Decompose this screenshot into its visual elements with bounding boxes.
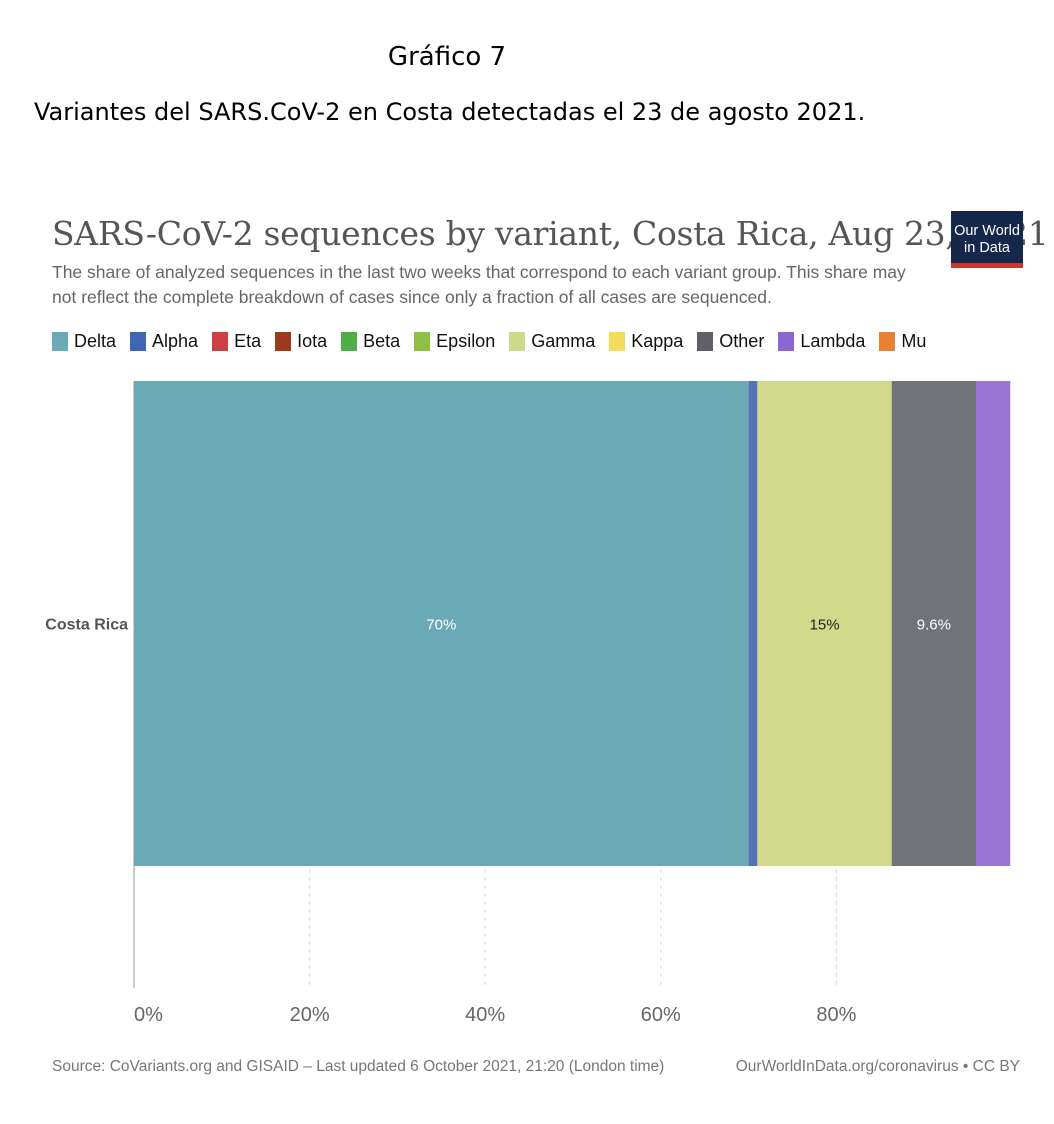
source-note: Source: CoVariants.org and GISAID – Last… <box>52 1058 665 1075</box>
logo-line-2: in Data <box>964 240 1010 256</box>
logo-line-1: Our World <box>954 223 1020 239</box>
bar-segment-gamma[interactable] <box>757 381 892 866</box>
legend-swatch <box>130 332 147 351</box>
legend-swatch <box>509 332 526 351</box>
legend-swatch <box>52 332 68 351</box>
chart-subtitle: The share of analyzed sequences in the l… <box>52 262 906 307</box>
legend-label: Delta <box>74 331 117 351</box>
x-tick-label: 20% <box>290 1004 330 1026</box>
legend-label: Kappa <box>631 331 684 351</box>
x-tick-label: 40% <box>465 1004 505 1026</box>
legend-swatch <box>414 332 431 351</box>
legend-item-eta[interactable]: Eta <box>212 331 261 352</box>
legend-swatch <box>879 332 896 351</box>
legend-swatch <box>212 332 229 351</box>
bar-segment-other[interactable] <box>891 381 977 866</box>
legend-label: Other <box>719 331 765 351</box>
x-tick-label: 60% <box>641 1004 681 1026</box>
legend-label: Mu <box>901 331 927 351</box>
report-figure-caption: Variantes del SARS.CoV-2 en Costa detect… <box>34 98 866 126</box>
legend-swatch <box>697 332 714 351</box>
legend-item-delta[interactable]: Delta <box>52 331 116 352</box>
legend-item-kappa[interactable]: Kappa <box>609 331 683 352</box>
data-label-gamma: 15% <box>810 617 840 634</box>
legend-item-gamma[interactable]: Gamma <box>509 331 595 352</box>
bar-segment-alpha[interactable] <box>748 381 758 866</box>
data-label-other: 9.6% <box>917 617 951 634</box>
legend-swatch <box>341 332 358 351</box>
legend-label: Eta <box>234 331 262 351</box>
bar-segment-delta[interactable] <box>134 381 749 866</box>
legend-swatch <box>778 332 795 351</box>
legend-item-alpha[interactable]: Alpha <box>130 331 198 352</box>
legend-item-mu[interactable]: Mu <box>879 331 926 352</box>
legend-label: Beta <box>363 331 401 351</box>
owid-logo[interactable]: Our World in Data <box>951 211 1023 268</box>
license-credit[interactable]: OurWorldInData.org/coronavirus • CC BY <box>735 1058 1020 1075</box>
legend-label: Epsilon <box>436 331 496 351</box>
legend-label: Alpha <box>152 331 199 351</box>
data-label-delta: 70% <box>426 617 456 634</box>
stacked-bar-chart: 70% 15% 9.6% Costa Rica 0% 20% 40% 60% 80% <box>45 381 1011 1026</box>
legend-item-beta[interactable]: Beta <box>341 331 400 352</box>
legend-label: Iota <box>297 331 328 351</box>
legend-item-epsilon[interactable]: Epsilon <box>414 331 495 352</box>
x-tick-label: 80% <box>816 1004 856 1026</box>
legend-item-iota[interactable]: Iota <box>275 331 327 352</box>
bar-segment-lambda[interactable] <box>976 381 1011 866</box>
category-label: Costa Rica <box>45 617 128 634</box>
legend-item-other[interactable]: Other <box>697 331 764 352</box>
x-tick-label: 0% <box>134 1004 163 1026</box>
legend-label: Lambda <box>800 331 866 351</box>
legend-label: Gamma <box>531 331 596 351</box>
legend-swatch <box>275 332 292 351</box>
report-figure-title: Gráfico 7 <box>387 42 507 72</box>
chart-title: SARS-CoV-2 sequences by variant, Costa R… <box>52 214 1049 253</box>
legend-item-lambda[interactable]: Lambda <box>778 331 865 352</box>
legend-swatch <box>609 332 626 351</box>
chart-legend: Delta Alpha Eta Iota Beta Epsilon Gamma Kappa Ot… <box>52 331 940 352</box>
